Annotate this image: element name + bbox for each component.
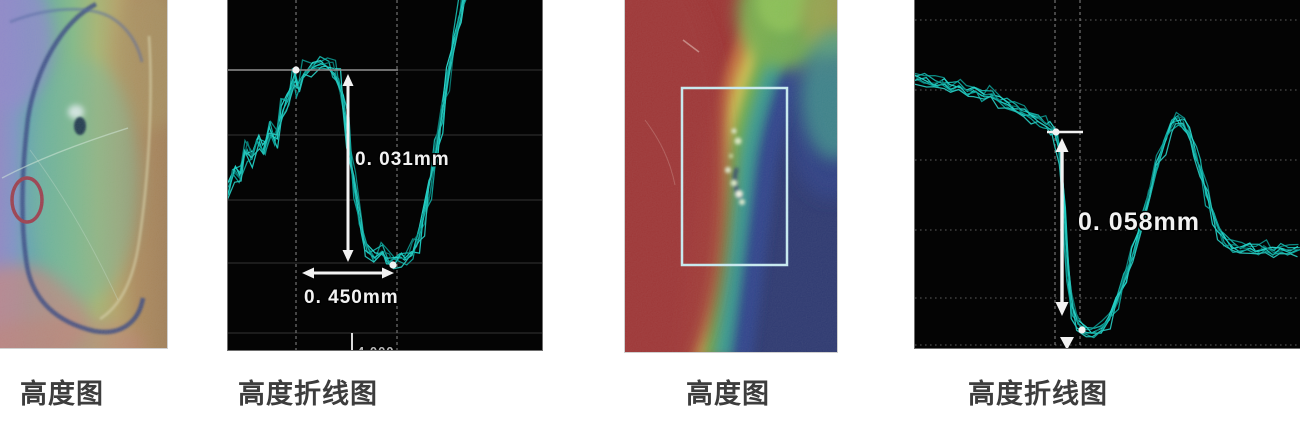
caption-height-profile-1: 高度折线图 bbox=[238, 379, 378, 409]
caption-height-map-2: 高度图 bbox=[686, 379, 770, 409]
height-map-1-image bbox=[0, 0, 167, 348]
measurement-label: 0. 450mm bbox=[304, 287, 399, 308]
measurement-label: 4.000 bbox=[357, 344, 395, 350]
height-profile-chart-1-plot: 0. 031mm 0. 450mm 4.000 bbox=[228, 0, 542, 350]
height-map-2-image bbox=[625, 0, 837, 352]
height-profile-chart-2-plot: 0. 058mm bbox=[915, 0, 1300, 348]
caption-height-profile-2: 高度折线图 bbox=[968, 379, 1108, 409]
height-profile-chart-1: 0. 031mm 0. 450mm 4.000 bbox=[227, 0, 543, 351]
measurement-label: 0. 058mm bbox=[1078, 208, 1200, 236]
caption-height-map-1: 高度图 bbox=[20, 379, 104, 409]
height-map-1 bbox=[0, 0, 168, 349]
measurement-label: 0. 031mm bbox=[355, 149, 450, 170]
height-profile-chart-2: 0. 058mm bbox=[914, 0, 1300, 349]
height-map-2 bbox=[624, 0, 838, 353]
